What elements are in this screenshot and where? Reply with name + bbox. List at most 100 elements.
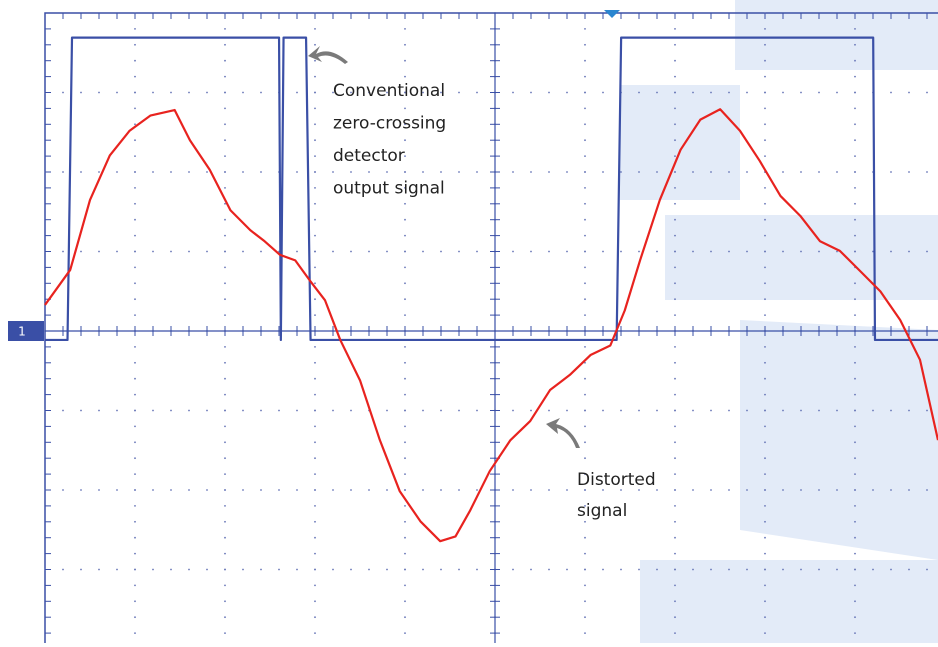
grid-dot [656,569,658,571]
grid-dot [584,569,586,571]
grid-dot [314,235,316,237]
grid-dot [584,426,586,428]
grid-dot [854,473,856,475]
grid-dot [584,219,586,221]
grid-dot [170,410,172,412]
grid-dot [134,410,136,412]
grid-dot [674,187,676,189]
grid-dot [314,426,316,428]
grid-dot [566,92,568,94]
grid-dot [584,457,586,459]
grid-dot [764,123,766,125]
grid-dot [98,410,100,412]
grid-dot [656,410,658,412]
grid-dot [314,378,316,380]
grid-dot [566,171,568,173]
grid-dot [134,44,136,46]
grid-dot [476,251,478,253]
grid-dot [854,187,856,189]
grid-dot [134,569,136,571]
grid-dot [404,298,406,300]
grid-dot [512,569,514,571]
grid-dot [854,569,856,571]
grid-dot [548,251,550,253]
grid-dot [692,569,694,571]
grid-dot [224,441,226,443]
grid-dot [224,553,226,555]
grid-dot [512,171,514,173]
grid-dot [224,251,226,253]
watermark [620,0,938,643]
grid-dot [764,457,766,459]
grid-dot [224,155,226,157]
grid-dot [476,489,478,491]
grid-dot [764,314,766,316]
grid-dot [710,569,712,571]
grid-dot [62,251,64,253]
grid-dot [854,251,856,253]
grid-dot [854,28,856,30]
grid-dot [296,251,298,253]
grid-dot [98,569,100,571]
grid-dot [764,76,766,78]
grid-dot [926,569,928,571]
grid-dot [584,92,586,94]
grid-dot [224,92,226,94]
page: Conventionalzero-crossingdetectoroutput … [0,0,938,643]
grid-dot [908,569,910,571]
grid-dot [584,346,586,348]
grid-dot [386,410,388,412]
grid-dot [332,251,334,253]
grid-dot [98,489,100,491]
grid-dot [404,426,406,428]
grid-dot [260,171,262,173]
grid-dot [224,60,226,62]
grid-dot [908,251,910,253]
grid-dot [224,410,226,412]
grid-dot [764,473,766,475]
grid-dot [296,569,298,571]
grid-dot [188,171,190,173]
grid-dot [926,410,928,412]
grid-dot [710,171,712,173]
grid-dot [314,505,316,507]
grid-dot [224,378,226,380]
grid-dot [314,410,316,412]
grid-dot [350,171,352,173]
grid-dot [746,92,748,94]
grid-dot [80,92,82,94]
grid-dot [584,616,586,618]
grid-dot [224,171,226,173]
grid-dot [620,251,622,253]
grid-dot [818,171,820,173]
grid-dot [242,251,244,253]
grid-dot [368,569,370,571]
grid-dot [440,489,442,491]
grid-dot [908,489,910,491]
grid-dot [116,489,118,491]
grid-dot [458,410,460,412]
grid-dot [404,203,406,205]
grid-dot [674,267,676,269]
grid-dot [584,394,586,396]
grid-dot [764,553,766,555]
grid-dot [890,251,892,253]
grid-dot [854,362,856,364]
grid-dot [134,378,136,380]
grid-dot [764,600,766,602]
grid-dot [404,44,406,46]
grid-dot [926,251,928,253]
grid-dot [314,441,316,443]
grid-dot [656,489,658,491]
grid-dot [134,632,136,634]
grid-dot [800,410,802,412]
grid-dot [890,92,892,94]
grid-dot [260,251,262,253]
grid-dot [674,569,676,571]
grid-dot [278,489,280,491]
grid-dot [782,171,784,173]
grid-dot [764,92,766,94]
grid-dot [422,569,424,571]
grid-dot [764,203,766,205]
grid-dot [440,171,442,173]
